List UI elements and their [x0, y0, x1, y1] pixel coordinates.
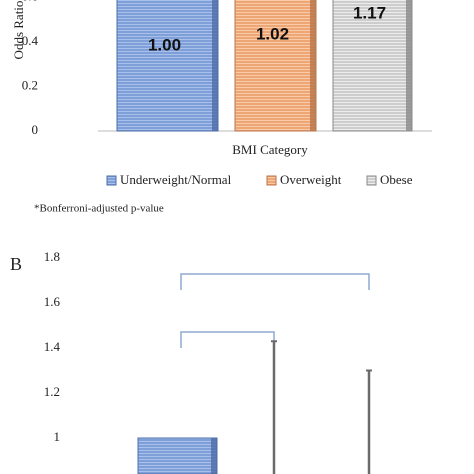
- y-tick-label: 1.8: [44, 249, 60, 264]
- panel-label: B: [10, 254, 22, 274]
- y-tick-label: 0.6: [22, 0, 39, 3]
- bar-bevel: [211, 438, 217, 474]
- value-label: 1.17: [353, 3, 386, 22]
- y-tick-label: 0.2: [22, 77, 38, 92]
- y-tick-label: 1: [54, 429, 61, 444]
- bar-bevel: [406, 0, 412, 132]
- legend-swatch: [266, 175, 277, 186]
- y-tick-label: 1.6: [44, 294, 61, 309]
- legend-swatch: [106, 175, 117, 186]
- legend-label: Underweight/Normal: [120, 172, 232, 187]
- bar-bevel: [212, 0, 218, 131]
- bar: [137, 437, 218, 474]
- y-tick-label: 1.4: [44, 339, 61, 354]
- legend-swatch: [366, 175, 377, 186]
- bar: [234, 0, 317, 132]
- x-axis-label: BMI Category: [232, 142, 308, 157]
- legend-label: Obese: [380, 172, 413, 187]
- bar: [116, 0, 219, 132]
- significance-bracket: [180, 331, 275, 348]
- bar-bevel: [310, 0, 316, 131]
- value-label: 1.02: [256, 24, 289, 43]
- y-axis-label: Odds Ratio: [11, 1, 26, 60]
- value-label: 1.00: [148, 35, 181, 54]
- note: *Bonferroni-adjusted p-value: [34, 203, 164, 215]
- y-tick-label: 0: [32, 122, 39, 137]
- y-tick-label: 0.4: [22, 33, 39, 48]
- significance-bracket: [180, 273, 370, 290]
- legend-label: Overweight: [280, 172, 342, 187]
- y-tick-label: 1.2: [44, 384, 60, 399]
